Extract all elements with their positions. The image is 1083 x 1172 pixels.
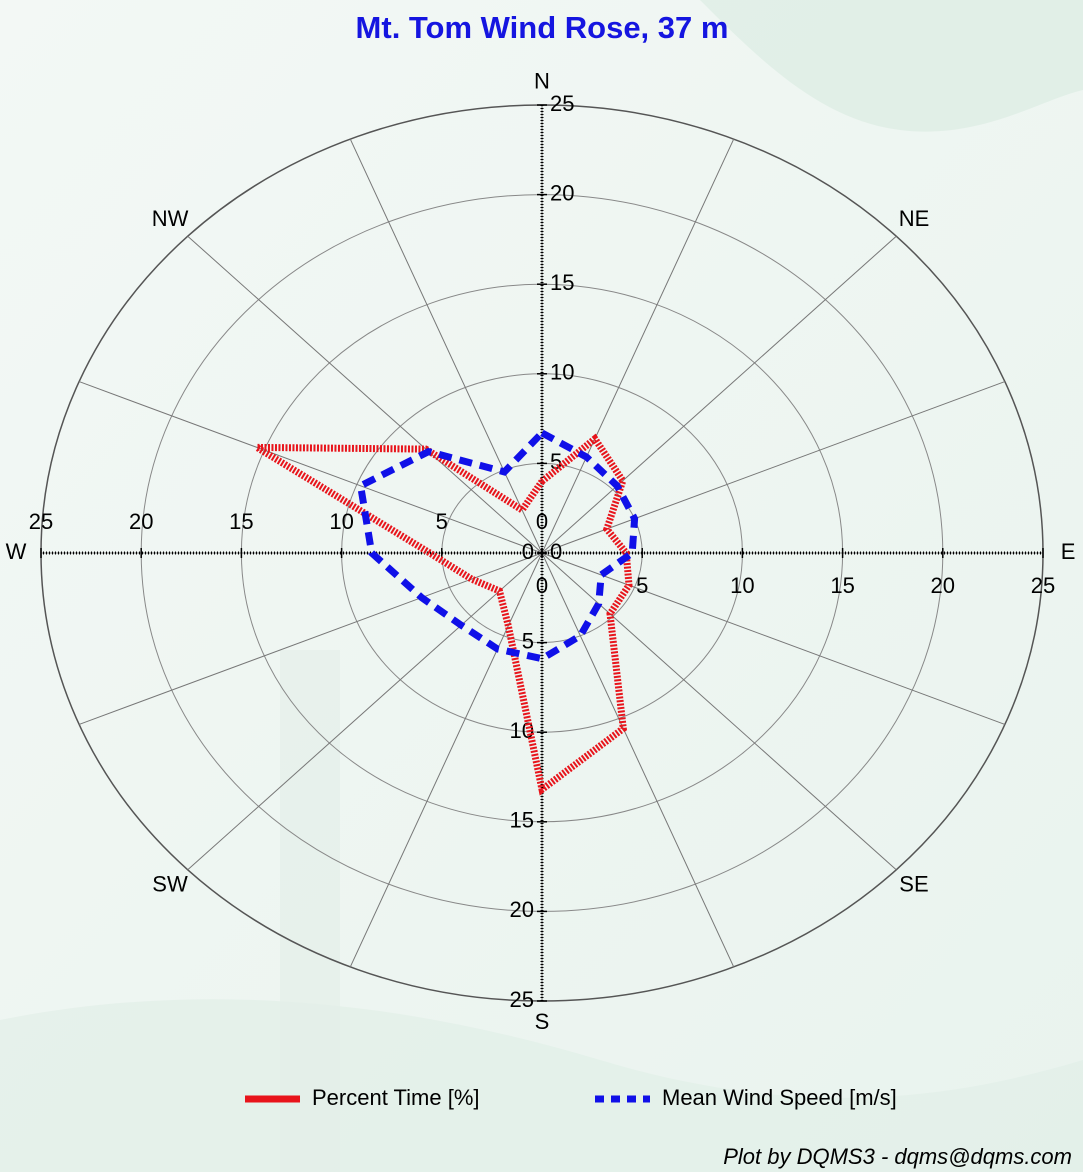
r-tick-label: 10 — [730, 573, 754, 598]
r-tick-label: 10 — [550, 360, 574, 385]
r-tick-label: 20 — [550, 180, 574, 205]
r-tick-label: 5 — [636, 573, 648, 598]
r-tick-label: 15 — [510, 808, 534, 833]
direction-label: SE — [899, 871, 928, 896]
chart-title: Mt. Tom Wind Rose, 37 m — [356, 10, 729, 45]
r-tick-label: 5 — [436, 509, 448, 534]
r-tick-label: 0 — [550, 539, 562, 564]
direction-label: NW — [152, 206, 189, 231]
r-tick-label: 20 — [129, 509, 153, 534]
r-tick-label: 25 — [1031, 573, 1055, 598]
r-tick-label: 25 — [550, 91, 574, 116]
r-tick-label: 15 — [830, 573, 854, 598]
r-tick-label: 25 — [510, 987, 534, 1012]
direction-label: W — [6, 539, 27, 564]
direction-label: S — [535, 1009, 550, 1034]
r-tick-label: 10 — [329, 509, 353, 534]
r-tick-label: 15 — [550, 270, 574, 295]
r-tick-label: 15 — [229, 509, 253, 534]
page: Mt. Tom Wind Rose, 37 m Plot by DQMS3 - … — [0, 0, 1083, 1172]
legend-label: Percent Time [%] — [312, 1085, 480, 1110]
legend-label: Mean Wind Speed [m/s] — [662, 1085, 897, 1110]
direction-label: E — [1061, 539, 1076, 564]
direction-label: SW — [152, 871, 188, 896]
r-tick-label: 25 — [29, 509, 53, 534]
credit: Plot by DQMS3 - dqms@dqms.com — [723, 1144, 1072, 1169]
r-tick-label: 0 — [522, 539, 534, 564]
direction-label: NE — [899, 206, 930, 231]
chart: Mt. Tom Wind Rose, 37 m Plot by DQMS3 - … — [0, 0, 1083, 1172]
direction-label: N — [534, 68, 550, 93]
r-tick-label: 0 — [536, 573, 548, 598]
r-tick-label: 0 — [536, 509, 548, 534]
r-tick-label: 5 — [522, 628, 534, 653]
r-tick-label: 20 — [931, 573, 955, 598]
r-tick-label: 20 — [510, 897, 534, 922]
